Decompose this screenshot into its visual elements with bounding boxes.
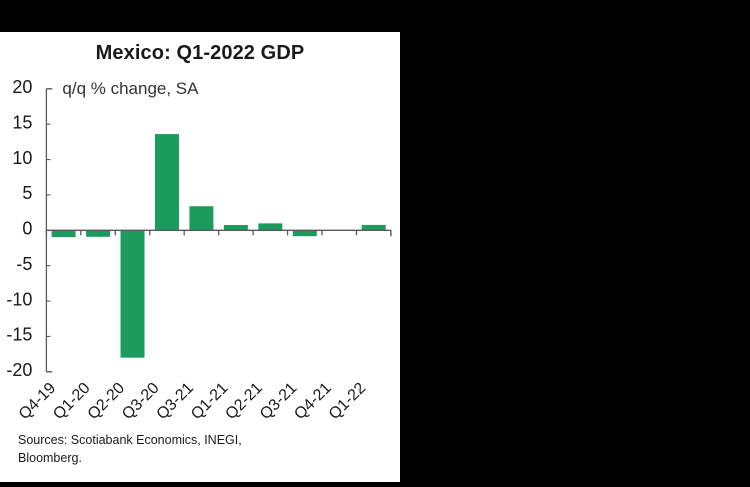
svg-text:Q4-21: Q4-21: [291, 380, 335, 424]
svg-text:Q3-21: Q3-21: [257, 380, 301, 424]
svg-text:15: 15: [12, 112, 32, 132]
svg-text:5: 5: [22, 183, 32, 203]
svg-text:10: 10: [12, 148, 32, 168]
svg-text:0: 0: [22, 219, 32, 239]
svg-text:20: 20: [12, 80, 32, 97]
svg-text:Q1-21: Q1-21: [188, 380, 232, 424]
svg-text:Q1-20: Q1-20: [50, 380, 94, 424]
svg-text:Q4-19: Q4-19: [16, 380, 60, 424]
svg-text:-5: -5: [16, 254, 32, 274]
svg-text:-20: -20: [6, 360, 32, 380]
svg-text:-15: -15: [6, 325, 32, 345]
svg-text:Q1-22: Q1-22: [326, 380, 370, 424]
svg-text:Q2-20: Q2-20: [85, 380, 129, 424]
svg-text:q/q % change, SA: q/q % change, SA: [62, 80, 199, 98]
svg-text:-10: -10: [6, 289, 32, 309]
svg-text:Q3-20: Q3-20: [119, 380, 163, 424]
svg-text:Q3-21: Q3-21: [154, 380, 198, 424]
svg-text:Q2-21: Q2-21: [222, 380, 266, 424]
